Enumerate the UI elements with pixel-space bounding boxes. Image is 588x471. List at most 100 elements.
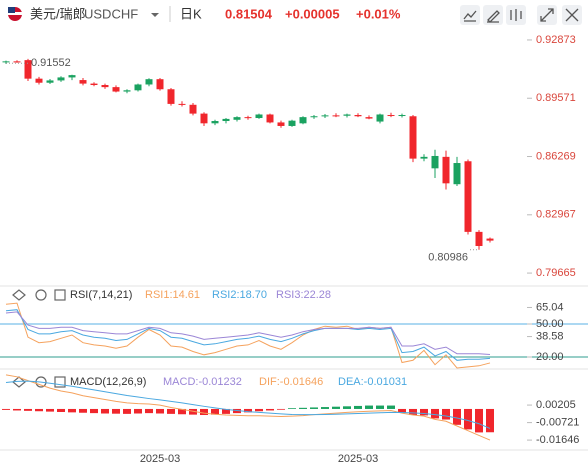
histogram-bar	[35, 408, 43, 412]
indicator-icon	[463, 10, 477, 22]
candle-body	[255, 114, 263, 119]
candle-body	[376, 114, 384, 122]
period[interactable]: 日K	[180, 6, 202, 21]
legend-entry: RSI3:22.28	[276, 289, 331, 301]
histogram-bar	[343, 406, 351, 409]
x-tick-label: 2025-03	[140, 453, 180, 465]
histogram-bar	[365, 405, 373, 409]
y-tick-label: 38.58	[536, 330, 564, 342]
candle-body	[343, 114, 351, 116]
histogram-bar	[167, 408, 175, 414]
histogram-bar	[123, 408, 131, 414]
candle-body	[200, 113, 208, 124]
histogram-bar	[200, 408, 208, 416]
candle-body	[244, 117, 252, 119]
candle-body	[101, 85, 109, 88]
candle-body	[233, 117, 241, 120]
histogram-bar	[189, 408, 197, 415]
histogram-bar	[46, 408, 54, 412]
tool-button[interactable]	[460, 5, 480, 25]
candle-body	[178, 103, 186, 105]
candle-body	[266, 114, 274, 123]
histogram-bar	[321, 407, 329, 409]
price-change: +0.00005	[285, 6, 340, 21]
candle-body	[24, 60, 32, 79]
histogram-bar	[299, 407, 307, 409]
symbol-dropdown[interactable]	[151, 13, 159, 17]
last-price: 0.81504	[225, 6, 273, 21]
histogram-bar	[332, 406, 340, 409]
low-label: 0.80986	[428, 252, 468, 264]
legend-entry: RSI1:14.61	[145, 289, 200, 301]
candle-body	[90, 83, 98, 86]
candle-body	[442, 156, 450, 184]
legend-entry: RSI2:18.70	[212, 289, 267, 301]
series-line	[5, 302, 491, 369]
histogram-bar	[178, 408, 186, 415]
histogram-bar	[420, 408, 428, 416]
candle-body	[2, 61, 10, 63]
high-label: 0.91552	[31, 57, 71, 69]
candle-body	[46, 80, 54, 83]
histogram-bar	[13, 408, 21, 411]
macd-title: MACD(12,26,9)	[70, 376, 146, 388]
rsi-title: RSI(7,14,21)	[70, 289, 132, 301]
histogram-bar	[475, 408, 483, 433]
histogram-bar	[134, 408, 142, 414]
candle-body	[486, 238, 494, 241]
candle-body	[431, 155, 439, 169]
histogram-bar	[112, 408, 120, 414]
candle-body	[332, 115, 340, 117]
histogram-bar	[233, 408, 241, 414]
pair-name: 美元/瑞郎	[30, 6, 86, 21]
candle-body	[35, 78, 43, 83]
legend-entry: DEA:-0.01031	[338, 376, 407, 388]
candle-body	[420, 156, 428, 159]
candle-body	[299, 117, 307, 124]
settings-icon[interactable]	[35, 289, 47, 301]
hide-icon[interactable]	[12, 376, 26, 388]
candle-body	[398, 115, 406, 117]
histogram-bar	[376, 405, 384, 409]
price-change-pct: +0.01%	[356, 6, 401, 21]
candle-body	[68, 75, 76, 78]
y-tick-label: 50.00	[536, 318, 564, 330]
histogram-bar	[464, 408, 472, 430]
close-icon	[565, 8, 579, 22]
hide-icon[interactable]	[12, 289, 26, 301]
histogram-bar	[57, 408, 65, 412]
histogram-bar	[277, 408, 285, 410]
histogram-bar	[310, 407, 318, 409]
candle-body	[145, 79, 153, 85]
legend-entry: DIF:-0.01646	[259, 376, 323, 388]
candle-body	[222, 118, 230, 122]
candle-body	[79, 80, 87, 84]
candle-body	[112, 87, 120, 92]
x-tick-label: 2025-03	[338, 453, 378, 465]
candle-body	[211, 121, 219, 124]
candle-body	[409, 116, 417, 159]
symbol: USDCHF	[84, 6, 138, 21]
close-icon[interactable]	[54, 289, 66, 301]
histogram-bar	[101, 408, 109, 414]
expand-icon	[540, 8, 554, 22]
legend-entry: MACD:-0.01232	[163, 376, 242, 388]
y-tick-label: 65.04	[536, 301, 564, 313]
series-line	[5, 374, 491, 441]
candle-body	[277, 122, 285, 126]
histogram-bar	[244, 408, 252, 413]
candle-body	[387, 115, 395, 117]
y-tick-label: 0.82967	[536, 209, 576, 221]
flag-stripe	[8, 12, 22, 15]
draw-icon	[487, 10, 500, 23]
candle-body	[167, 89, 175, 104]
y-tick-label: 0.89571	[536, 92, 576, 104]
candle-body	[156, 79, 164, 90]
close-icon[interactable]	[54, 376, 66, 388]
series-line	[5, 380, 491, 429]
candle-body	[321, 115, 329, 117]
histogram-bar	[266, 408, 274, 411]
histogram-bar	[398, 408, 406, 413]
